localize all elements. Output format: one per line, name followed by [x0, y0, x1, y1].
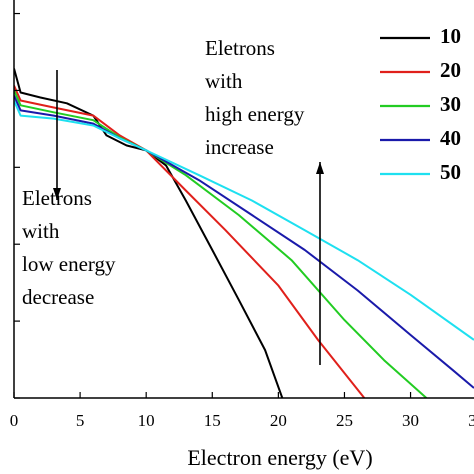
legend-label: 20 [440, 58, 461, 82]
x-tick-label: 10 [138, 411, 155, 430]
series-line [14, 89, 428, 398]
plot-area [14, 68, 474, 398]
legend-label: 40 [440, 126, 461, 150]
annotation: decrease [22, 285, 94, 309]
x-tick-label: 0 [10, 411, 19, 430]
arrow-head [53, 188, 61, 200]
x-axis-label: Electron energy (eV) [187, 445, 372, 470]
x-tick-label: 15 [204, 411, 221, 430]
annotation: increase [205, 135, 274, 159]
x-tick-label: 20 [270, 411, 287, 430]
series-line [14, 85, 366, 398]
annotation: low energy [22, 252, 116, 276]
annotation: Eletrons [205, 36, 275, 60]
annotation: with [205, 69, 243, 93]
legend-label: 30 [440, 92, 461, 116]
series-line [14, 95, 474, 389]
annotation: high energy [205, 102, 305, 126]
arrow-head [316, 162, 324, 174]
x-tick-label: 35 [468, 411, 474, 430]
series-line [14, 68, 284, 398]
annotation: with [22, 219, 60, 243]
legend-label: 50 [440, 160, 461, 184]
legend-label: 10 [440, 24, 461, 48]
series-line [14, 100, 474, 341]
x-tick-label: 5 [76, 411, 85, 430]
x-tick-label: 30 [402, 411, 419, 430]
x-tick-label: 25 [336, 411, 353, 430]
